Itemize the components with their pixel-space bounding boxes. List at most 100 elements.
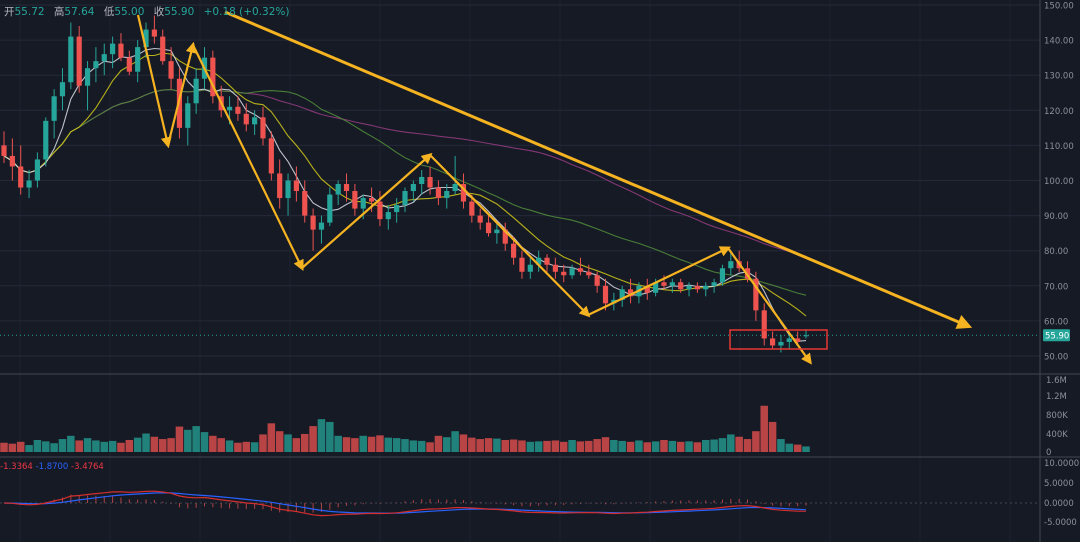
volume-bar — [0, 442, 8, 452]
candle-body — [602, 285, 609, 304]
volume-bar — [275, 431, 284, 452]
price-tick-label: 130.00 — [1044, 72, 1074, 82]
volume-bar — [192, 426, 200, 452]
volume-bars — [0, 405, 810, 452]
candle-body — [719, 268, 726, 283]
candle-body — [9, 155, 15, 167]
candle-body — [419, 176, 425, 185]
volume-bar — [593, 439, 601, 452]
candle-body — [511, 243, 517, 258]
volume-bar — [326, 421, 334, 452]
ma-mid-line — [3, 52, 807, 317]
ma-long-line — [3, 89, 807, 257]
candle-body — [110, 43, 116, 55]
volume-bar — [484, 438, 493, 452]
candle-body — [18, 166, 24, 188]
open-label: 开 — [4, 6, 15, 18]
volume-bar — [752, 431, 760, 452]
candle-body — [51, 96, 57, 121]
volume-bar — [651, 441, 660, 452]
candle-body — [477, 215, 483, 223]
volume-bar — [309, 426, 317, 452]
volume-bar — [351, 438, 359, 452]
candle-body — [160, 36, 166, 62]
volume-bar — [785, 443, 794, 452]
signal-value: -1.8700 — [35, 462, 69, 472]
candle-body — [310, 215, 316, 230]
volume-bar — [334, 435, 342, 452]
volume-bar — [468, 437, 476, 452]
volume-bar — [100, 441, 109, 452]
zigzag-arrow — [301, 152, 433, 269]
candle-body — [68, 36, 74, 83]
volume-bar — [150, 436, 159, 452]
macd-tick-label: 10.0000 — [1044, 459, 1079, 469]
volume-bar — [117, 442, 125, 452]
drawn-annotations[interactable] — [136, 10, 973, 365]
candle-body — [577, 268, 584, 272]
ohlc-legend: 开55.72 高57.64 低55.00 收55.90 +0.18 (+0.32… — [4, 4, 290, 19]
price-tick-label: 100.00 — [1044, 177, 1074, 187]
candle-body — [185, 103, 191, 128]
candle-body — [452, 184, 458, 192]
candle-body — [101, 54, 107, 62]
volume-bar — [585, 440, 593, 452]
volume-bar — [610, 439, 618, 452]
candle-body — [260, 117, 266, 139]
ma-slow-line — [3, 89, 807, 296]
volume-bar — [42, 441, 50, 452]
close-value: 55.90 — [164, 6, 195, 18]
candle-body — [410, 184, 416, 192]
macd-value: -1.3364 — [0, 462, 33, 472]
volume-bar — [25, 445, 33, 452]
volume-bar — [417, 440, 426, 452]
candle-body — [277, 173, 283, 199]
candle-body — [502, 229, 508, 244]
volume-bar — [125, 439, 134, 452]
candle-body — [76, 36, 82, 86]
volume-bar — [108, 440, 117, 452]
price-tick-label: 150.00 — [1044, 2, 1074, 12]
price-tick-label: 80.00 — [1044, 247, 1068, 257]
candle-body — [703, 285, 709, 290]
candle-body — [728, 261, 734, 269]
open-value: 55.72 — [14, 6, 45, 18]
volume-bar — [718, 438, 727, 452]
volume-tick-label: 400K — [1046, 430, 1068, 440]
volume-bar — [534, 441, 543, 452]
volume-bar — [259, 434, 267, 452]
change-value: +0.18 (+0.32%) — [203, 6, 290, 18]
candle-body — [285, 180, 291, 199]
volume-bar — [676, 441, 685, 452]
candle-body — [678, 282, 684, 290]
volume-bar — [501, 439, 510, 452]
candle-body — [302, 191, 308, 216]
low-label: 低 — [103, 6, 115, 18]
volume-bar — [250, 442, 259, 452]
macd-line — [3, 490, 806, 517]
candle-body — [552, 264, 558, 272]
volume-bar — [167, 438, 175, 452]
volume-bar — [300, 433, 309, 452]
macd-tick-label: -5.0000 — [1044, 518, 1077, 528]
volume-bar — [635, 440, 643, 452]
candle-body — [661, 282, 667, 286]
volume-bar — [359, 435, 367, 452]
macd-tick-label: 5.0000 — [1044, 479, 1074, 489]
candle-body — [686, 285, 692, 290]
volume-bar — [685, 441, 693, 452]
candle-body — [26, 180, 32, 188]
candle-body — [135, 47, 141, 72]
volume-bar — [802, 446, 810, 452]
candle-body — [318, 222, 325, 230]
candle-body — [761, 310, 767, 339]
volume-bar — [384, 437, 393, 452]
zigzag-arrow — [429, 154, 591, 318]
candle-body — [385, 212, 391, 220]
candle-body — [43, 120, 49, 160]
zigzag-arrow — [192, 44, 304, 271]
candle-body — [644, 285, 650, 293]
zigzag-arrow — [136, 14, 172, 149]
